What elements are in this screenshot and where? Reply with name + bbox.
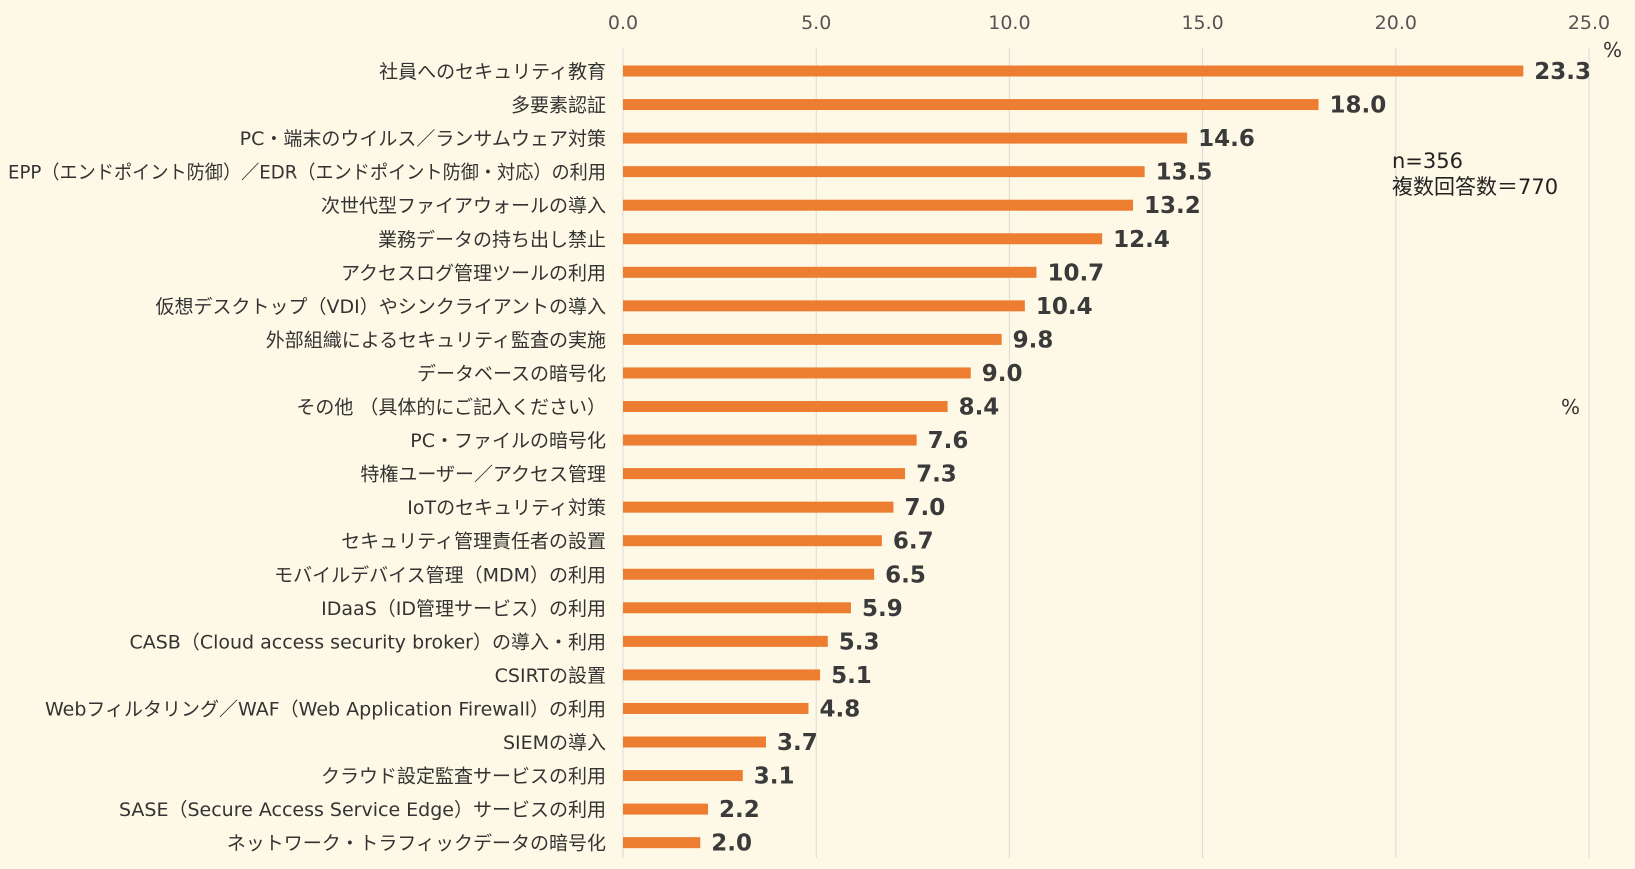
bar: [623, 300, 1025, 312]
bar: [623, 65, 1524, 77]
category-label: セキュリティ管理責任者の設置: [341, 531, 606, 553]
value-label: 10.7: [1047, 260, 1104, 286]
x-tick-label: 25.0: [1568, 12, 1610, 34]
value-label: 10.4: [1036, 294, 1093, 320]
top-unit-label: %: [1603, 38, 1623, 62]
category-label: EPP（エンドポイント防御）／EDR（エンドポイント防御・対応）の利用: [8, 162, 606, 184]
category-label: データベースの暗号化: [417, 363, 606, 385]
n-count: n=356: [1392, 149, 1463, 173]
bar: [623, 99, 1319, 111]
x-tick-label: 5.0: [801, 12, 831, 34]
value-label: 9.0: [982, 361, 1023, 387]
category-label: クラウド設定監査サービスの利用: [321, 766, 606, 788]
category-label: 次世代型ファイアウォールの導入: [321, 195, 606, 217]
x-axis-ticks: 0.0 5.0 10.0 15.0 20.0 25.0: [608, 12, 1610, 34]
sample-size-note: n=356 複数回答数＝770: [1392, 148, 1558, 200]
bar: [623, 501, 894, 513]
bar: [623, 837, 701, 849]
category-label: SASE（Secure Access Service Edge）サービスの利用: [119, 799, 606, 821]
bar: [623, 166, 1145, 178]
category-label: モバイルデバイス管理（MDM）の利用: [274, 564, 606, 586]
value-label: 18.0: [1330, 93, 1387, 119]
bar: [623, 602, 851, 614]
bar: [623, 199, 1134, 211]
value-labels: 23.3 18.0 14.6 13.5 13.2 12.4 10.7 10.4 9.8 9.0 8.…: [711, 59, 1591, 857]
category-label: IDaaS（ID管理サービス）の利用: [321, 598, 606, 620]
bar: [623, 770, 743, 782]
value-label: 13.2: [1144, 193, 1201, 219]
category-label: 社員へのセキュリティ教育: [379, 61, 606, 83]
value-label: 13.5: [1156, 160, 1213, 186]
side-unit-label: %: [1561, 395, 1581, 419]
category-label: ネットワーク・トラフィックデータの暗号化: [227, 833, 606, 855]
x-tick-label: 15.0: [1181, 12, 1223, 34]
value-label: 2.0: [711, 831, 752, 857]
value-label: 4.8: [819, 696, 860, 722]
value-label: 5.9: [862, 596, 903, 622]
category-label: CASB（Cloud access security broker）の導入・利用: [129, 631, 606, 653]
value-label: 3.7: [777, 730, 818, 756]
category-label: その他 （具体的にご記入ください）: [296, 397, 606, 419]
grid-lines: [622, 48, 1590, 858]
bar: [623, 635, 828, 647]
value-label: 3.1: [754, 764, 795, 790]
category-label: 外部組織によるセキュリティ監査の実施: [266, 329, 606, 351]
category-label: PC・ファイルの暗号化: [410, 430, 606, 452]
category-label: IoTのセキュリティ対策: [407, 497, 606, 519]
category-label: 特権ユーザー／アクセス管理: [360, 464, 606, 486]
category-label: アクセスログ管理ツールの利用: [341, 262, 606, 284]
value-label: 12.4: [1113, 227, 1170, 253]
value-label: 6.5: [885, 562, 926, 588]
bar: [623, 468, 906, 480]
category-label: Webフィルタリング／WAF（Web Application Firewall）…: [45, 698, 606, 720]
bar: [623, 535, 882, 547]
x-tick-label: 0.0: [608, 12, 638, 34]
bar: [623, 803, 709, 815]
bar: [623, 702, 809, 714]
category-label: PC・端末のウイルス／ランサムウェア対策: [240, 128, 606, 150]
value-label: 23.3: [1534, 59, 1591, 85]
bar: [623, 401, 948, 412]
bar: [623, 669, 821, 681]
category-label: CSIRTの設置: [495, 665, 606, 687]
value-label: 5.3: [839, 629, 880, 655]
value-label: 14.6: [1198, 126, 1255, 152]
value-label: 2.2: [719, 797, 760, 823]
bar: [623, 736, 766, 748]
bar: [623, 568, 875, 580]
category-label: 業務データの持ち出し禁止: [378, 229, 606, 251]
category-label: SIEMの導入: [503, 732, 606, 754]
value-label: 9.8: [1013, 327, 1054, 353]
value-label: 8.4: [959, 395, 1000, 421]
answer-count: 複数回答数＝770: [1392, 175, 1559, 199]
category-label: 仮想デスクトップ（VDI）やシンクライアントの導入: [156, 296, 606, 318]
x-tick-label: 20.0: [1375, 12, 1417, 34]
category-label: 多要素認証: [511, 95, 606, 117]
bars: [623, 65, 1524, 849]
value-label: 7.6: [928, 428, 969, 454]
value-label: 7.3: [916, 462, 957, 488]
bar: [623, 233, 1103, 245]
x-tick-label: 10.0: [988, 12, 1030, 34]
bar: [623, 434, 917, 446]
bar: [623, 266, 1037, 278]
bar: [623, 333, 1002, 345]
value-label: 7.0: [904, 495, 945, 521]
bar: [623, 132, 1188, 144]
value-label: 6.7: [893, 529, 934, 555]
value-label: 5.1: [831, 663, 872, 689]
bar: [623, 367, 971, 379]
